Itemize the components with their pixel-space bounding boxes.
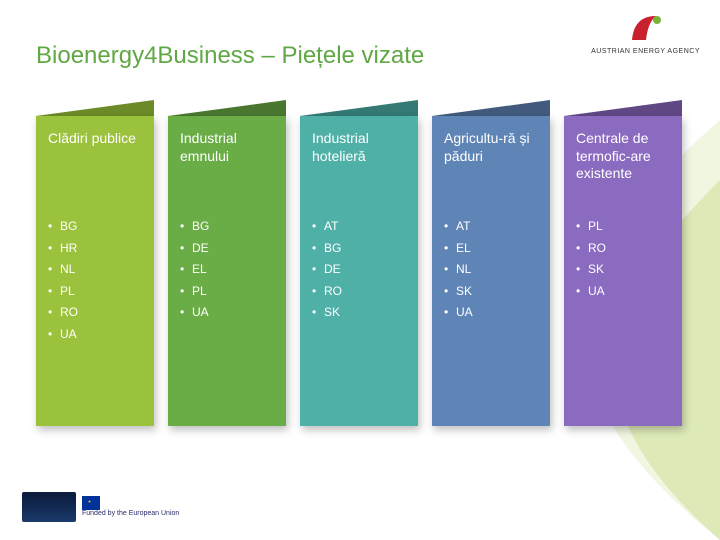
list-item: UA — [444, 302, 538, 324]
card-fold — [168, 100, 286, 116]
list-item: RO — [48, 302, 142, 324]
horizon-badge — [22, 492, 76, 522]
footer: Funded by the European Union — [22, 492, 179, 522]
card-body: Industrial hotelieră ATBGDEROSK — [300, 116, 418, 426]
card-title: Industrial hotelieră — [312, 130, 406, 202]
card-fold — [300, 100, 418, 116]
card-body: Agricultu-ră și păduri ATELNLSKUA — [432, 116, 550, 426]
card-title: Centrale de termofic-are existente — [576, 130, 670, 202]
card-list: BGDEELPLUA — [180, 216, 274, 324]
card-list: BGHRNLPLROUA — [48, 216, 142, 346]
card: Clădiri publice BGHRNLPLROUA — [36, 100, 154, 426]
list-item: UA — [180, 302, 274, 324]
card: Industrial hotelieră ATBGDEROSK — [300, 100, 418, 426]
card-title: Industrial emnului — [180, 130, 274, 202]
card-title: Agricultu-ră și păduri — [444, 130, 538, 202]
list-item: HR — [48, 238, 142, 260]
card-fold — [564, 100, 682, 116]
list-item: RO — [576, 238, 670, 260]
card-list: ATELNLSKUA — [444, 216, 538, 324]
card-title: Clădiri publice — [48, 130, 142, 202]
logo-caption: AUSTRIAN ENERGY AGENCY — [591, 48, 700, 55]
card-fold — [432, 100, 550, 116]
funded-text: Funded by the European Union — [82, 510, 179, 518]
list-item: UA — [576, 281, 670, 303]
list-item: BG — [312, 238, 406, 260]
card-body: Clădiri publice BGHRNLPLROUA — [36, 116, 154, 426]
eu-flag-icon — [82, 496, 100, 510]
list-item: UA — [48, 324, 142, 346]
list-item: AT — [312, 216, 406, 238]
list-item: DE — [180, 238, 274, 260]
list-item: DE — [312, 259, 406, 281]
card: Agricultu-ră și păduri ATELNLSKUA — [432, 100, 550, 426]
page-title: Bioenergy4Business – Piețele vizate — [36, 42, 424, 70]
brand-logo: AUSTRIAN ENERGY AGENCY — [591, 10, 700, 55]
list-item: SK — [576, 259, 670, 281]
list-item: RO — [312, 281, 406, 303]
cards-row: Clădiri publiceBGHRNLPLROUAIndustrial em… — [36, 100, 682, 426]
slide: AUSTRIAN ENERGY AGENCY Bioenergy4Busines… — [0, 0, 720, 540]
list-item: EL — [180, 259, 274, 281]
card-body: Centrale de termofic-are existente PLROSK… — [564, 116, 682, 426]
card-list: ATBGDEROSK — [312, 216, 406, 324]
logo-mark — [628, 10, 664, 46]
list-item: BG — [48, 216, 142, 238]
card: Centrale de termofic-are existente PLROSK… — [564, 100, 682, 426]
card: Industrial emnului BGDEELPLUA — [168, 100, 286, 426]
list-item: EL — [444, 238, 538, 260]
list-item: SK — [444, 281, 538, 303]
card-fold — [36, 100, 154, 116]
list-item: NL — [444, 259, 538, 281]
list-item: NL — [48, 259, 142, 281]
list-item: PL — [48, 281, 142, 303]
list-item: BG — [180, 216, 274, 238]
card-list: PLROSKUA — [576, 216, 670, 302]
card-body: Industrial emnului BGDEELPLUA — [168, 116, 286, 426]
list-item: SK — [312, 302, 406, 324]
list-item: AT — [444, 216, 538, 238]
list-item: PL — [576, 216, 670, 238]
list-item: PL — [180, 281, 274, 303]
